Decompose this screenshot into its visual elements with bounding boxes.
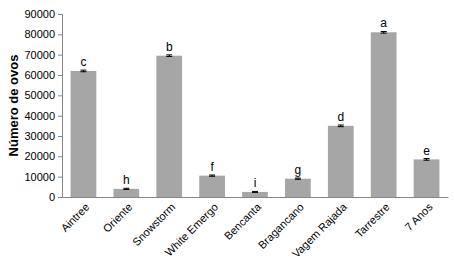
y-axis-title: Número de ovos [6,55,21,157]
tick-mark [58,95,62,96]
tick-label: 90000 [24,8,55,20]
error-cap [338,126,344,127]
tick-label: Oriente [100,201,134,235]
bar [371,32,397,197]
tick-mark [58,34,62,35]
error-bar [381,31,387,33]
tick-label: 80000 [24,28,55,40]
tick: 20000 [24,150,62,162]
tick-label: Vagem Rajada [290,200,350,260]
tick-label: 40000 [24,110,55,122]
chart: c h b f i g d a e 0 10000 20000 30000 40000 50000 60000… [0,0,454,271]
error-bar [295,178,301,179]
error-cap [80,71,86,72]
tick-label: 70000 [24,49,55,61]
bar [199,176,225,197]
axis-line [58,15,63,198]
error-bar [424,159,430,161]
annotation: b [166,40,173,54]
annotation: c [80,55,86,69]
error-cap [166,56,172,57]
tick: 40000 [24,110,62,122]
error-bar [338,125,344,127]
error-cap [295,179,301,180]
tick-mark [58,177,62,178]
tick: Bencanta [222,197,264,242]
tick-mark [58,116,62,117]
error-cap [209,175,215,176]
tick: 60000 [24,69,62,81]
tick-label: 0 [49,191,55,203]
error-cap [123,189,129,190]
tick-label: 20000 [24,150,55,162]
tick-label: 10000 [24,171,55,183]
error-bar [209,175,215,176]
y-axis: 0 10000 20000 30000 40000 50000 60000 70000 8000… [24,8,62,203]
tick: 80000 [24,28,62,40]
error-cap [338,125,344,126]
error-cap [295,178,301,179]
tick: Vagem Rajada [290,197,350,260]
bar [328,126,354,197]
error-cap [252,192,258,193]
tick-label: Tarrestre [353,201,392,240]
error-bar [166,55,172,57]
annotation: a [380,16,387,30]
error-cap [166,54,172,55]
tick-label: 60000 [24,69,55,81]
error-bar [80,70,86,72]
tick: White Emergo [162,197,220,258]
tick-label: White Emergo [162,201,220,259]
tick-label: Aintree [58,201,91,234]
tick: 50000 [24,89,62,101]
error-cap [424,158,430,159]
axis-line [63,197,449,198]
error-bar [252,191,258,192]
error-cap [80,70,86,71]
tick: Snowstorm [130,197,177,248]
tick-mark [58,14,62,15]
plot: c h b f i g d a e 0 10000 20000 30000 40000 50000 60000… [24,8,448,260]
tick-mark [58,156,62,157]
annotation: g [295,163,302,177]
bar [113,189,139,197]
tick: 70000 [24,49,62,61]
tick: 7 Anos [402,197,435,233]
tick-label: 50000 [24,89,55,101]
annotation: e [423,144,430,158]
tick-label: 30000 [24,130,55,142]
annotation: i [254,176,257,190]
bar [156,56,182,197]
marks [71,31,440,197]
bar [242,192,268,197]
error-cap [209,176,215,177]
tick: Oriente [100,197,134,235]
tick-mark [58,136,62,137]
tick-mark [58,75,62,76]
error-bar [123,188,129,189]
x-axis: Aintree OrienteSnowstormWhite EmergoBenca… [58,197,448,260]
tick-mark [58,55,62,56]
tick: 90000 [24,8,62,20]
error-cap [123,188,129,189]
bar [414,159,440,197]
bar [71,71,97,197]
tick: Aintree [58,197,91,234]
tick: 10000 [24,171,62,183]
tick: Tarrestre [353,197,392,240]
tick-label: Bencanta [222,200,264,242]
error-cap [381,33,387,34]
tick: 0 [49,191,62,203]
tick: 30000 [24,130,62,142]
annotation: d [337,110,344,124]
error-cap [252,191,258,192]
bar [285,179,311,197]
error-cap [424,160,430,161]
annotation: f [210,160,214,174]
error-cap [381,31,387,32]
tick-label: 7 Anos [402,200,435,233]
annotation: h [123,173,130,187]
tick-mark [58,197,62,198]
